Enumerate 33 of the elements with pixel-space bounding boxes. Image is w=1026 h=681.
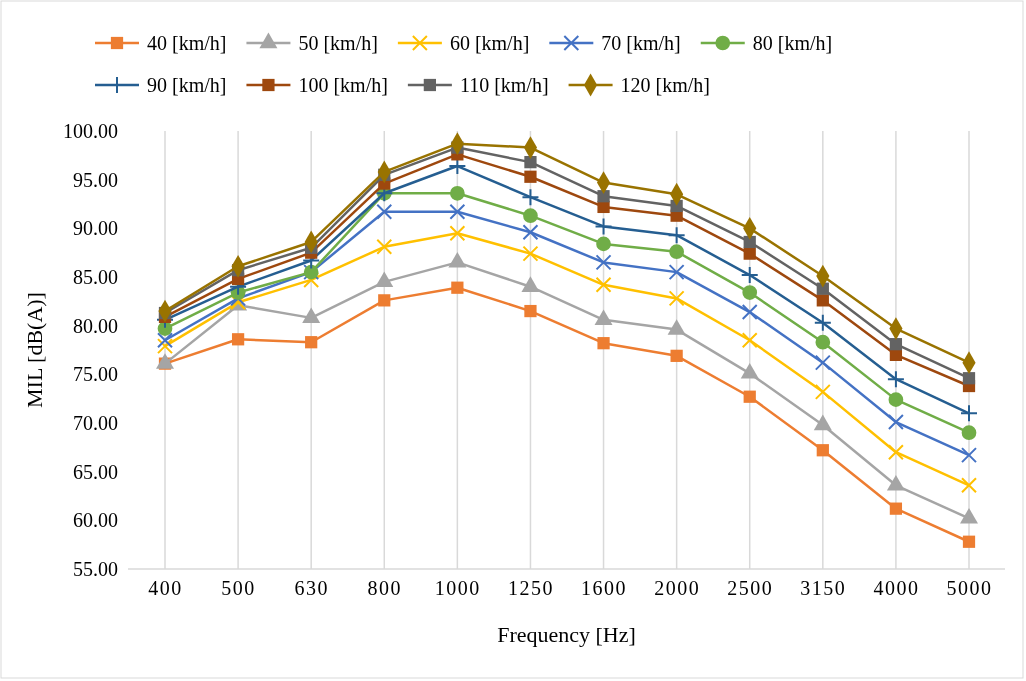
x-tick-label: 630 [294,577,329,600]
y-tick-label: 90.00 [73,217,118,240]
y-tick-label: 55.00 [73,557,118,580]
x-tick-label: 1600 [581,577,628,600]
x-tick-label: 2000 [654,577,701,600]
x-tick-label: 2500 [727,577,774,600]
y-tick-label: 85.00 [73,265,118,288]
x-tick-label: 1000 [434,577,481,600]
legend-label: 60 [km/h] [449,32,530,54]
x-tick-label: 800 [367,577,403,600]
legend-label: 90 [km/h] [147,74,227,96]
y-tick-label: 95.00 [73,168,118,191]
legend-label: 120 [km/h] [620,74,711,96]
x-tick-label: 3150 [800,577,847,600]
legend-label: 70 [km/h] [601,32,681,54]
x-tick-label: 4000 [873,577,920,600]
y-tick-label: 75.00 [73,363,118,386]
legend-label: 50 [km/h] [298,32,378,54]
y-tick-label: 100.00 [63,119,118,142]
legend-label: 100 [km/h] [298,74,388,96]
y-tick-label: 80.00 [73,314,118,337]
y-axis-title: MIL [dB(A)] [22,292,47,408]
x-tick-label: 5000 [946,577,993,600]
x-axis-title: Frequency [Hz] [497,622,636,647]
legend-label: 40 [km/h] [147,32,227,54]
y-tick-label: 65.00 [73,460,118,483]
y-tick-label: 70.00 [73,411,118,434]
legend-label: 110 [km/h] [459,74,549,96]
y-tick-label: 60.00 [73,509,118,532]
x-tick-label: 500 [221,577,256,600]
x-tick-label: 1250 [507,577,554,600]
legend-label: 80 [km/h] [752,32,833,54]
x-tick-label: 400 [148,577,183,600]
